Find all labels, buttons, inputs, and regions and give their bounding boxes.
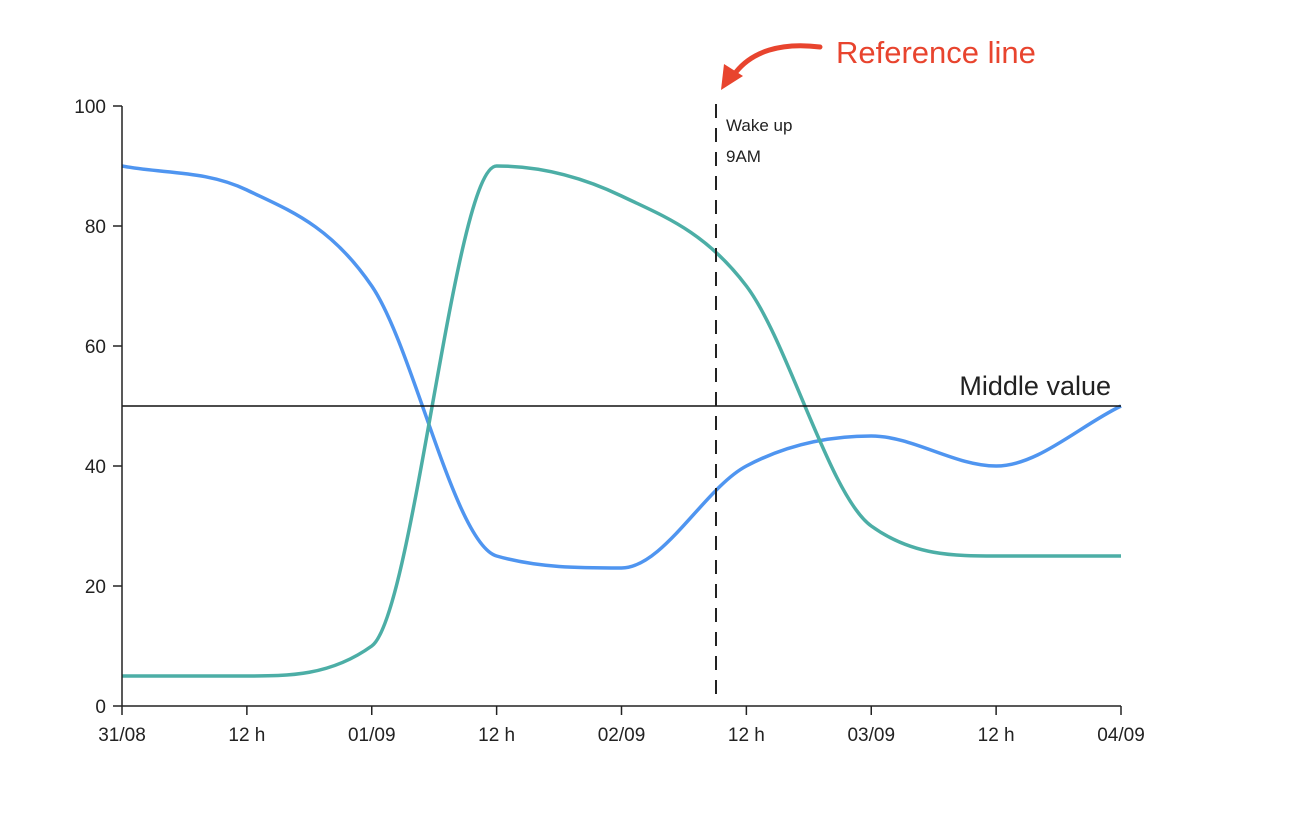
- reference-label-line2: 9AM: [726, 147, 761, 166]
- series-line-1: [121, 164, 1122, 570]
- annotation-arrowhead-icon: [721, 64, 743, 90]
- x-tick-label: 12 h: [728, 725, 765, 746]
- x-tick-label: 31/08: [98, 725, 146, 746]
- annotation-label: Reference line: [836, 35, 1036, 70]
- middle-value-label: Middle value: [959, 371, 1111, 401]
- x-tick-label: 12 h: [978, 725, 1015, 746]
- x-tick-label: 12 h: [228, 725, 265, 746]
- y-tick-label: 60: [85, 337, 106, 358]
- series-layer: [121, 164, 1122, 678]
- x-tick-label: 03/09: [847, 725, 895, 746]
- y-tick-label: 80: [85, 217, 106, 238]
- annotation-arrow: [733, 43, 823, 75]
- y-tick-label: 20: [85, 577, 106, 598]
- reference-label-line1: Wake up: [726, 116, 792, 135]
- x-tick-label: 02/09: [598, 725, 646, 746]
- axis-ticks: 31/08 12 h 01/09 12 h 02/09 12 h 03/09 12 h 04/0…: [74, 97, 1144, 746]
- x-tick-label: 01/09: [348, 725, 396, 746]
- x-tick-label: 12 h: [478, 725, 515, 746]
- y-tick-label: 100: [74, 97, 106, 118]
- y-tick-label: 0: [95, 697, 106, 718]
- x-tick-label: 04/09: [1097, 725, 1145, 746]
- y-tick-label: 40: [85, 457, 106, 478]
- series-line-2: [121, 164, 1121, 678]
